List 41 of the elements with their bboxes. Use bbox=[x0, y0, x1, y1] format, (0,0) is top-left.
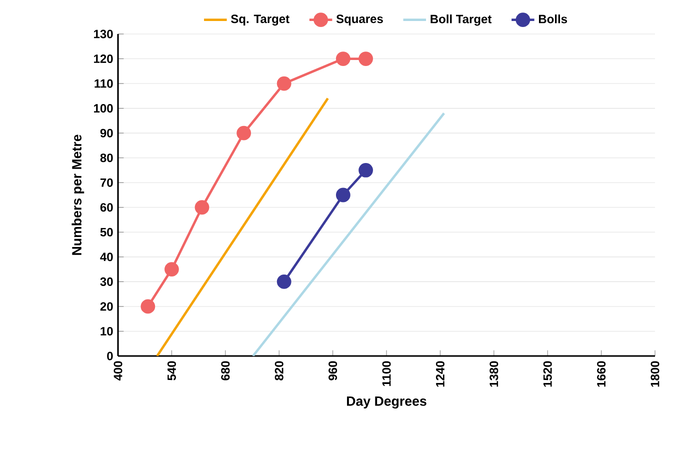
x-tick-label: 400 bbox=[114, 361, 122, 381]
legend-label: Sq. Target bbox=[231, 14, 290, 26]
y-tick-label: 60 bbox=[100, 203, 113, 212]
y-tick-label: 90 bbox=[100, 128, 113, 138]
x-tick-label: 1380 bbox=[490, 361, 498, 387]
x-tick-label: 820 bbox=[274, 361, 284, 380]
x-tick-label: 1800 bbox=[650, 361, 660, 387]
y-tick-label: 40 bbox=[100, 252, 113, 262]
point bbox=[140, 299, 156, 314]
x-tick-label: 1520 bbox=[543, 361, 552, 387]
y-tick-label: 110 bbox=[94, 79, 113, 88]
x-tick-label: 1240 bbox=[436, 361, 444, 387]
point bbox=[358, 52, 373, 66]
y-tick-label: 100 bbox=[94, 104, 113, 113]
x-tick-label: 960 bbox=[328, 361, 338, 380]
y-tick-label: 10 bbox=[100, 326, 113, 336]
point bbox=[336, 188, 350, 202]
x-axis-title: Day Degrees bbox=[347, 396, 426, 409]
x-tick-label: 1100 bbox=[382, 361, 391, 386]
y-tick-label: 80 bbox=[100, 154, 113, 162]
point bbox=[276, 274, 292, 289]
legend-label: Squares bbox=[336, 14, 383, 26]
point bbox=[194, 200, 210, 215]
point bbox=[358, 163, 373, 178]
y-tick-label: 130 bbox=[94, 30, 113, 38]
point bbox=[236, 126, 252, 140]
y-tick-label: 50 bbox=[100, 228, 113, 236]
point bbox=[336, 52, 350, 66]
y-tick-label: 70 bbox=[100, 178, 113, 187]
y-tick-label: 30 bbox=[100, 277, 113, 286]
y-tick-label: 0 bbox=[107, 352, 113, 360]
x-tick-label: 540 bbox=[167, 361, 176, 380]
point bbox=[276, 76, 292, 91]
y-tick-label: 20 bbox=[100, 302, 113, 311]
x-tick-label: 680 bbox=[221, 361, 230, 380]
x-tick-label: 1660 bbox=[597, 361, 606, 387]
y-axis-title: Numbers per Metre bbox=[72, 134, 84, 255]
y-tick-label: 120 bbox=[94, 54, 113, 64]
point bbox=[164, 262, 179, 277]
legend-label: Bolls bbox=[538, 14, 568, 24]
legend-label: Boll Target bbox=[430, 14, 492, 26]
